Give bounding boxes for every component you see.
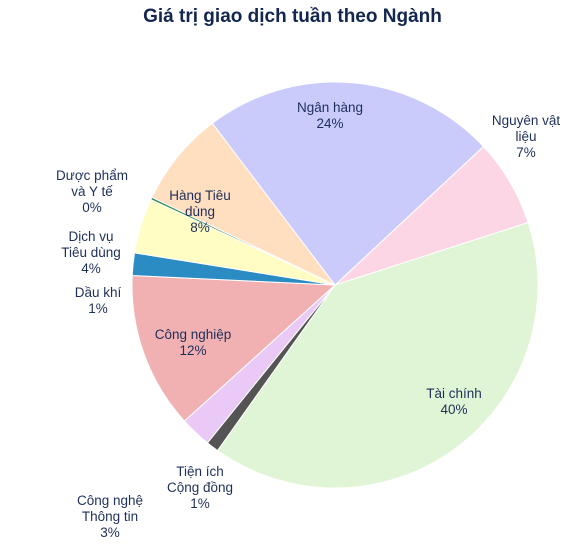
- slice-percent: 40%: [440, 402, 467, 417]
- slice-name: Tài chính: [426, 386, 482, 401]
- slice-percent: 0%: [82, 200, 102, 215]
- slice-name: và Y tế: [71, 184, 113, 199]
- slice-label: Công nghệ Thông tin 3%: [77, 493, 143, 540]
- slice-percent: 24%: [316, 116, 343, 131]
- slice-label: Dịch vụ Tiêu dùng 4%: [61, 229, 121, 276]
- slice-label: Tiện ích Cộng đồng 1%: [167, 464, 233, 511]
- pie-slice: [211, 81, 485, 286]
- chart-title: Giá trị giao dịch tuần theo Ngành: [143, 6, 442, 27]
- slice-name: dùng: [185, 204, 215, 219]
- slice-label: Công nghiệp 12%: [155, 327, 232, 358]
- pie-slice: [216, 221, 539, 489]
- slice-name: Công nghệ: [77, 493, 143, 508]
- slice-name: Công nghiệp: [155, 327, 232, 342]
- pie-slice: [151, 122, 336, 286]
- slice-name: Dịch vụ: [68, 229, 113, 244]
- slice-name: Ngân hàng: [297, 100, 363, 115]
- slice-name: Dược phẩm: [56, 168, 128, 183]
- slice-label: Nguyên vật liệu 7%: [492, 113, 561, 160]
- slice-percent: 4%: [81, 261, 101, 276]
- slice-percent: 1%: [190, 496, 210, 511]
- slice-name: Tiêu dùng: [61, 245, 121, 260]
- slice-name: Cộng đồng: [167, 480, 233, 495]
- slice-label: Ngân hàng 24%: [297, 100, 363, 131]
- slice-percent: 8%: [190, 220, 210, 235]
- slice-name: Thông tin: [82, 509, 138, 524]
- slice-name: Hàng Tiêu: [169, 188, 231, 203]
- slice-name: Dầu khí: [75, 285, 122, 300]
- slice-percent: 3%: [100, 525, 120, 540]
- slice-name: Nguyên vật: [492, 113, 561, 128]
- slice-percent: 7%: [516, 145, 536, 160]
- slice-label: Dầu khí 1%: [75, 285, 122, 316]
- slice-label: Tài chính 40%: [426, 386, 482, 417]
- slice-percent: 1%: [88, 301, 108, 316]
- slice-label: Hàng Tiêu dùng 8%: [169, 188, 231, 235]
- pie-slices: [131, 81, 539, 489]
- pie-slice: [131, 275, 337, 422]
- slice-percent: 12%: [179, 343, 206, 358]
- pie-labels: Nguyên vật liệu 7% Tài chính 40% Tiện ích Cộng…: [56, 100, 560, 540]
- slice-name: Tiện ích: [176, 464, 224, 479]
- slice-name: liệu: [515, 129, 536, 144]
- slice-label: Dược phẩm và Y tế 0%: [56, 168, 128, 215]
